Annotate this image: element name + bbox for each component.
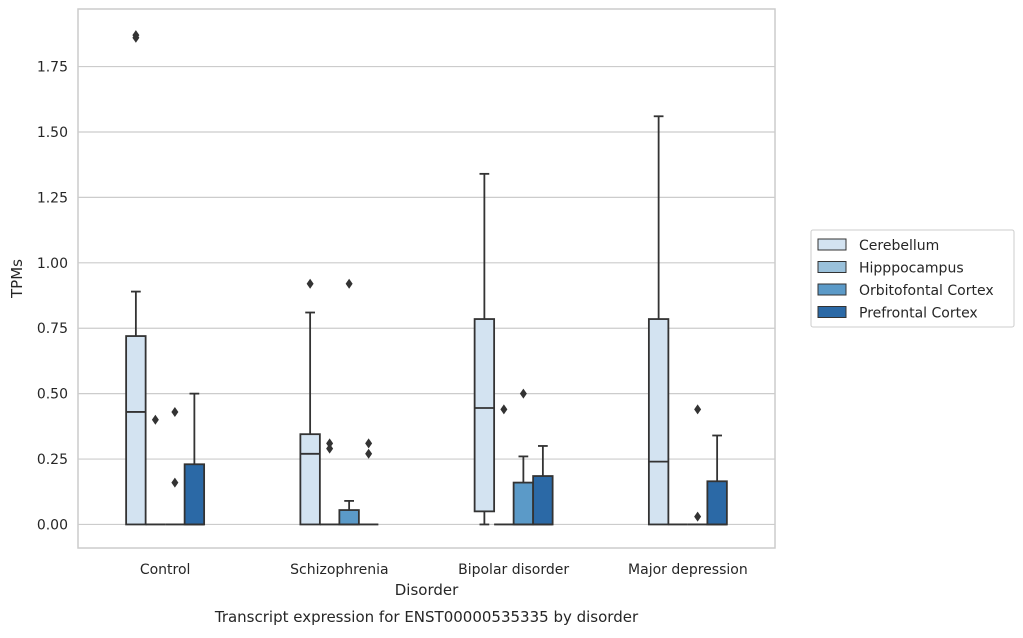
box-iqr xyxy=(299,433,321,526)
legend-swatch xyxy=(817,261,847,273)
box-prefrontal-cortex xyxy=(358,438,379,526)
y-tick-label: 0.50 xyxy=(37,387,68,403)
box-iqr xyxy=(512,481,535,526)
x-axis-label: Disorder xyxy=(395,581,459,599)
y-tick-label: 0.25 xyxy=(37,452,68,468)
outlier-point xyxy=(365,448,373,459)
legend-entry: Orbitofontal Cortex xyxy=(859,283,994,299)
y-tick-label: 0.00 xyxy=(37,517,68,533)
box-iqr xyxy=(706,480,728,526)
chart-caption: Transcript expression for ENST0000053533… xyxy=(214,608,639,626)
box-iqr xyxy=(532,475,554,526)
box-hipppocampus xyxy=(319,438,340,526)
box-iqr xyxy=(647,318,670,526)
legend-swatch xyxy=(817,306,847,318)
box-orbitofontal-cortex xyxy=(338,278,360,526)
outlier-point xyxy=(326,443,334,454)
box-iqr xyxy=(125,335,147,526)
box-iqr xyxy=(338,509,360,526)
box-iqr xyxy=(473,318,496,513)
box-orbitofontal-cortex xyxy=(687,404,708,526)
x-tick-label: Control xyxy=(140,562,191,578)
outlier-point xyxy=(171,406,179,417)
y-tick-label: 1.50 xyxy=(37,125,68,141)
x-tick-label: Schizophrenia xyxy=(290,562,388,578)
outlier-point xyxy=(345,278,353,289)
x-tick-label: Bipolar disorder xyxy=(458,562,569,578)
outlier-point xyxy=(694,404,702,415)
outlier-point xyxy=(326,438,334,449)
box-series xyxy=(125,30,728,526)
box-cerebellum xyxy=(299,278,321,526)
box-iqr xyxy=(183,463,206,526)
legend-frame xyxy=(810,229,1015,328)
legend-swatch xyxy=(817,283,847,296)
outlier-point xyxy=(365,438,373,449)
box-hipppocampus xyxy=(494,404,514,526)
outlier-point xyxy=(500,404,508,415)
legend-entry: Hipppocampus xyxy=(859,261,964,277)
y-tick-label: 1.25 xyxy=(37,190,68,206)
box-prefrontal-cortex xyxy=(706,434,728,526)
x-tick-label: Major depression xyxy=(628,562,748,578)
box-prefrontal-cortex xyxy=(532,445,554,526)
legend-entry: Cerebellum xyxy=(859,238,939,254)
box-prefrontal-cortex xyxy=(183,392,206,526)
plot-frame xyxy=(77,8,776,549)
box-orbitofontal-cortex xyxy=(165,406,185,526)
outlier-point xyxy=(171,477,179,488)
outlier-point xyxy=(519,388,527,399)
y-tick-label: 0.75 xyxy=(37,321,68,337)
box-hipppocampus xyxy=(145,414,166,526)
y-tick-label: 1.75 xyxy=(37,60,68,76)
legend: Cerebellum Hipppocampus Orbitofontal Corte… xyxy=(810,229,1015,328)
outlier-point xyxy=(306,278,314,289)
y-tick-labels: 0.00 0.25 0.50 0.75 1.00 1.25 1.50 1.75 xyxy=(37,60,68,534)
outlier-point xyxy=(132,30,140,41)
y-tick-label: 1.00 xyxy=(37,256,68,272)
box-cerebellum xyxy=(473,172,496,526)
legend-swatch xyxy=(817,238,847,251)
box-cerebellum xyxy=(125,30,147,526)
outlier-point xyxy=(694,511,702,522)
x-tick-labels: Control Schizophrenia Bipolar disorder Majo… xyxy=(140,562,748,578)
legend-entry: Prefrontal Cortex xyxy=(859,306,978,322)
box-cerebellum xyxy=(647,115,670,526)
outlier-point xyxy=(151,414,159,425)
y-axis-label: TPMs xyxy=(8,259,26,299)
